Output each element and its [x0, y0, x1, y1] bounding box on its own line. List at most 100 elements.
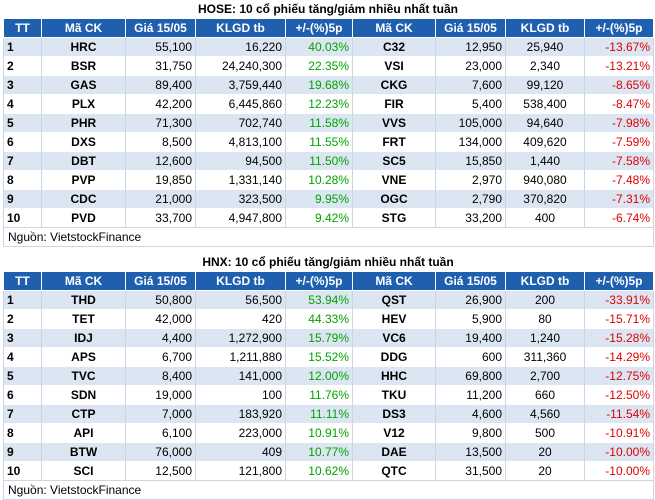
cell-dn-vol: 409,620 [505, 132, 585, 152]
cell-up-code: TVC [41, 366, 126, 386]
hose-header-cell: KLGD tb [505, 18, 585, 38]
cell-tt: 4 [3, 347, 42, 367]
hnx-header-cell: TT [3, 271, 42, 291]
cell-dn-code: FRT [352, 132, 436, 152]
cell-dn-pct: -15.71% [584, 309, 654, 329]
cell-dn-vol: 538,400 [505, 94, 585, 114]
cell-up-vol: 223,000 [195, 423, 286, 443]
cell-dn-pct: -7.59% [584, 132, 654, 152]
cell-dn-code: VSI [352, 56, 436, 76]
hnx-header-cell: KLGD tb [505, 271, 585, 291]
cell-up-code: APS [41, 347, 126, 367]
cell-up-price: 89,400 [125, 75, 196, 95]
cell-up-pct: 11.50% [285, 151, 353, 171]
cell-up-vol: 16,220 [195, 37, 286, 57]
cell-dn-pct: -7.58% [584, 151, 654, 171]
table-row: 5 PHR 71,300 702,740 11.58% VVS 105,000 94,640-… [3, 113, 654, 133]
cell-dn-price: 4,600 [435, 404, 506, 424]
cell-up-pct: 10.62% [285, 461, 353, 481]
cell-dn-code: TKU [352, 385, 436, 405]
cell-dn-pct: -11.54% [584, 404, 654, 424]
table-row: 2 BSR 31,750 24,240,300 22.35% VSI 23,000 2,340… [3, 56, 654, 76]
table-row: 7 DBT 12,600 94,500 11.50% SC5 15,850 1,440 -7.5… [3, 151, 654, 171]
cell-up-vol: 702,740 [195, 113, 286, 133]
cell-up-pct: 10.77% [285, 442, 353, 462]
cell-up-code: IDJ [41, 328, 126, 348]
cell-dn-vol: 4,560 [505, 404, 585, 424]
hnx-header-cell: Giá 15/05 [125, 271, 196, 291]
cell-up-code: PLX [41, 94, 126, 114]
table-row: 6 SDN 19,000 100 11.76% TKU 11,200 660 -12.50% [3, 385, 654, 405]
cell-up-price: 55,100 [125, 37, 196, 57]
cell-tt: 8 [3, 170, 42, 190]
cell-up-price: 42,200 [125, 94, 196, 114]
cell-tt: 7 [3, 151, 42, 171]
cell-dn-code: HEV [352, 309, 436, 329]
cell-up-price: 12,600 [125, 151, 196, 171]
cell-dn-code: FIR [352, 94, 436, 114]
cell-dn-code: SC5 [352, 151, 436, 171]
cell-up-price: 31,750 [125, 56, 196, 76]
table-row: 9 BTW 76,000 409 10.77% DAE 13,500 20 -10.00% [3, 442, 654, 462]
cell-up-code: SCI [41, 461, 126, 481]
cell-dn-vol: 200 [505, 290, 585, 310]
hnx-header-cell: Giá 15/05 [435, 271, 506, 291]
hose-header-cell: Mã CK [352, 18, 436, 38]
cell-up-code: CTP [41, 404, 126, 424]
cell-dn-price: 69,800 [435, 366, 506, 386]
cell-dn-code: CKG [352, 75, 436, 95]
cell-up-pct: 12.00% [285, 366, 353, 386]
table-row: 5 TVC 8,400 141,000 12.00% HHC 69,800 2,700 -12.… [3, 366, 654, 386]
cell-dn-vol: 660 [505, 385, 585, 405]
hnx-header-cell: KLGD tb [195, 271, 286, 291]
cell-dn-pct: -13.67% [584, 37, 654, 57]
cell-dn-pct: -12.50% [584, 385, 654, 405]
cell-tt: 6 [3, 385, 42, 405]
cell-dn-price: 26,900 [435, 290, 506, 310]
cell-up-pct: 53.94% [285, 290, 353, 310]
cell-dn-code: VNE [352, 170, 436, 190]
cell-dn-code: QST [352, 290, 436, 310]
cell-dn-pct: -7.31% [584, 189, 654, 209]
hose-section: HOSE: 10 cổ phiếu tăng/giảm nhiều nhất t… [3, 1, 654, 247]
hnx-header-cell: Mã CK [41, 271, 126, 291]
cell-dn-price: 23,000 [435, 56, 506, 76]
cell-dn-vol: 20 [505, 442, 585, 462]
cell-dn-vol: 20 [505, 461, 585, 481]
cell-dn-price: 2,790 [435, 189, 506, 209]
cell-up-price: 33,700 [125, 208, 196, 228]
cell-dn-code: STG [352, 208, 436, 228]
cell-up-pct: 11.76% [285, 385, 353, 405]
cell-up-pct: 15.79% [285, 328, 353, 348]
cell-dn-code: V12 [352, 423, 436, 443]
cell-up-code: PHR [41, 113, 126, 133]
hose-header-cell: Giá 15/05 [435, 18, 506, 38]
table-row: 10 PVD 33,700 4,947,800 9.42% STG 33,200 400 -6.… [3, 208, 654, 228]
cell-up-vol: 1,211,880 [195, 347, 286, 367]
cell-up-code: BSR [41, 56, 126, 76]
cell-up-pct: 9.95% [285, 189, 353, 209]
cell-up-price: 4,400 [125, 328, 196, 348]
cell-dn-pct: -33.91% [584, 290, 654, 310]
cell-tt: 6 [3, 132, 42, 152]
cell-dn-code: DS3 [352, 404, 436, 424]
cell-dn-pct: -7.48% [584, 170, 654, 190]
hnx-header-row: TT Mã CK Giá 15/05 KLGD tb +/-(%)5p Mã CK Giá … [3, 271, 654, 291]
cell-up-pct: 15.52% [285, 347, 353, 367]
cell-up-code: API [41, 423, 126, 443]
hnx-table: TT Mã CK Giá 15/05 KLGD tb +/-(%)5p Mã CK Giá … [3, 271, 654, 500]
cell-up-vol: 24,240,300 [195, 56, 286, 76]
cell-up-price: 7,000 [125, 404, 196, 424]
cell-tt: 10 [3, 461, 42, 481]
cell-dn-pct: -15.28% [584, 328, 654, 348]
cell-dn-vol: 500 [505, 423, 585, 443]
cell-dn-pct: -6.74% [584, 208, 654, 228]
cell-dn-code: QTC [352, 461, 436, 481]
cell-dn-vol: 940,080 [505, 170, 585, 190]
cell-up-price: 42,000 [125, 309, 196, 329]
cell-dn-price: 134,000 [435, 132, 506, 152]
table-row: 4 PLX 42,200 6,445,860 12.23% FIR 5,400 538,400… [3, 94, 654, 114]
cell-tt: 8 [3, 423, 42, 443]
cell-tt: 1 [3, 37, 42, 57]
cell-up-code: TET [41, 309, 126, 329]
